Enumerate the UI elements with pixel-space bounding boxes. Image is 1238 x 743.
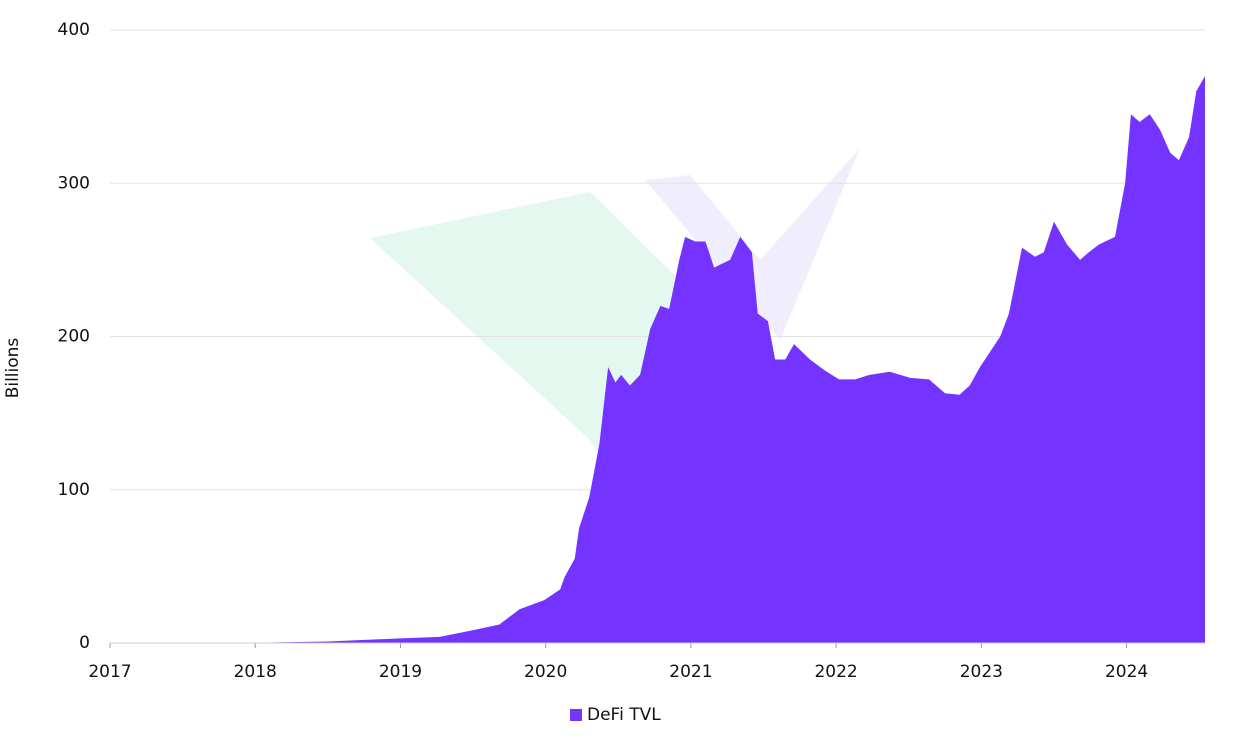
x-tick-label: 2023 xyxy=(960,662,1003,682)
y-tick-label: 300 xyxy=(58,173,90,193)
x-tick-label: 2020 xyxy=(524,662,567,682)
y-tick-label: 0 xyxy=(79,633,90,653)
y-tick-label: 400 xyxy=(58,20,90,40)
x-tick-label: 2018 xyxy=(234,662,277,682)
y-tick-label: 200 xyxy=(58,327,90,347)
legend-swatch xyxy=(570,709,582,721)
area xyxy=(110,75,1205,644)
x-tick-label: 2017 xyxy=(88,662,131,682)
legend-label: DeFi TVL xyxy=(587,705,661,725)
y-axis-label: Billions xyxy=(3,338,23,399)
x-tick-label: 2022 xyxy=(814,662,857,682)
y-tick-label: 100 xyxy=(58,480,90,500)
watermark-shape xyxy=(645,148,860,340)
x-tick-label: 2024 xyxy=(1105,662,1148,682)
x-tick-label: 2019 xyxy=(379,662,422,682)
x-tick-label: 2021 xyxy=(669,662,712,682)
